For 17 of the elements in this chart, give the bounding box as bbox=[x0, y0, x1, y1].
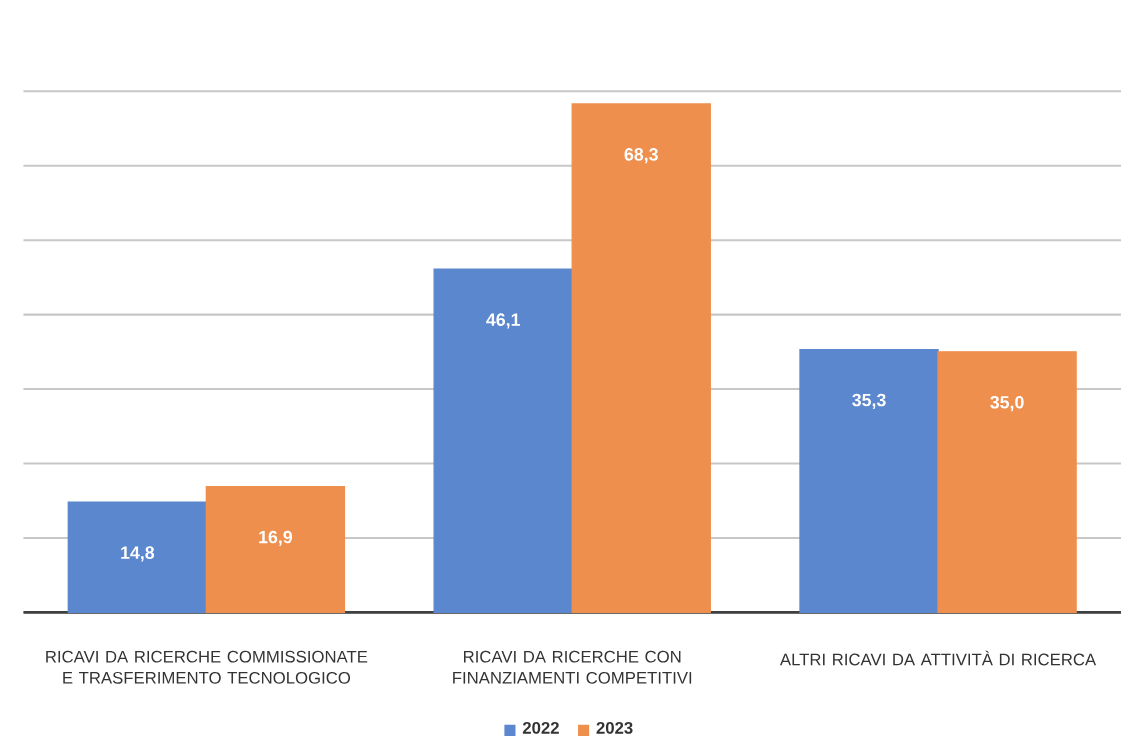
x-tick-label: ALTRI RICAVI DA ATTIVITÀ DI RICERCA bbox=[779, 650, 1097, 666]
data-label: 68,3 bbox=[624, 147, 658, 163]
bar bbox=[571, 103, 711, 613]
data-label: 35,0 bbox=[990, 395, 1024, 411]
bar bbox=[433, 268, 573, 613]
legend-label: 2022 bbox=[522, 721, 559, 734]
bar bbox=[937, 350, 1077, 613]
data-label: 46,1 bbox=[486, 313, 520, 329]
bar bbox=[67, 501, 208, 613]
x-tick-label: RICAVI DA RICERCHE COMMISSIONATE E TRASFERIMENTO TECNOLOGICO bbox=[46, 650, 368, 684]
bar bbox=[799, 348, 939, 613]
bar bbox=[205, 485, 346, 613]
data-label: 14,8 bbox=[121, 546, 155, 562]
x-tick-label: RICAVI DA RICERCHE CON FINANZIAMENTI COMPETITIVI bbox=[453, 650, 692, 684]
data-label: 35,3 bbox=[852, 393, 886, 409]
data-label: 16,9 bbox=[259, 530, 293, 546]
legend-label: 2023 bbox=[596, 721, 633, 734]
